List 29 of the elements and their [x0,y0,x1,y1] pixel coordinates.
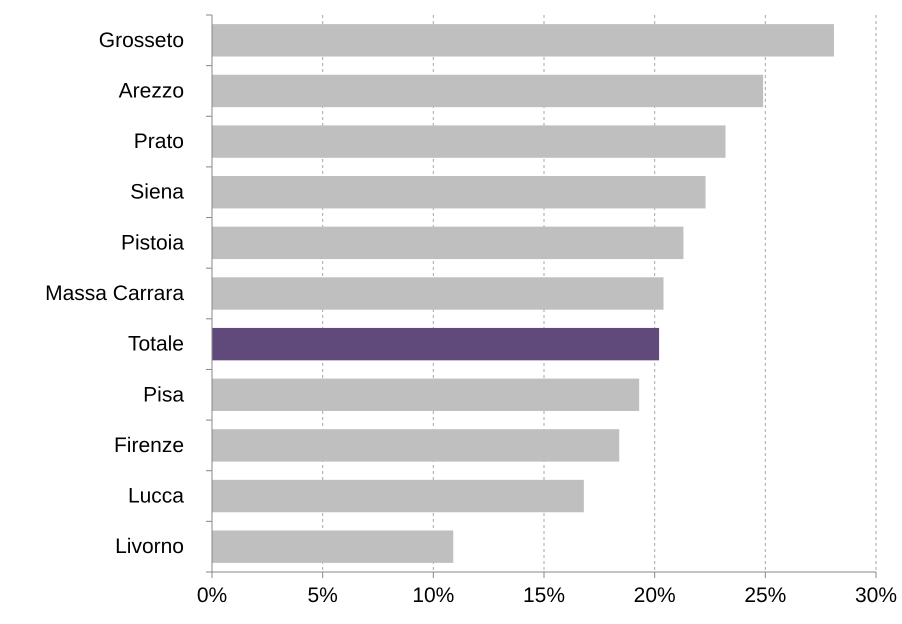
y-tick-label: Prato [134,130,184,154]
bar [212,125,726,158]
y-tick-label: Massa Carrara [45,282,184,305]
bar [212,328,660,360]
y-tick-label: Grosseto [98,28,184,52]
x-tick-label: 20% [634,584,676,607]
y-tick-label: Lucca [128,484,184,508]
bar [212,429,620,462]
x-tick-label: 10% [412,584,454,607]
y-tick-label: Pistoia [120,231,184,254]
y-tick-label: Siena [130,180,184,204]
y-tick-label: Totale [128,332,184,356]
bar [212,277,664,310]
bar [212,480,584,512]
x-tick-label: 5% [307,584,338,607]
bar [212,74,764,108]
x-tick-label: 0% [196,584,228,607]
x-tick-label: 25% [744,584,786,607]
x-tick-label: 30% [854,584,898,607]
bar [212,530,454,563]
bar [212,378,640,411]
bar [212,226,684,260]
y-tick-label: Arezzo [118,79,184,102]
x-tick-label: 15% [522,584,566,607]
y-tick-label: Firenze [114,434,184,457]
bar [212,24,834,57]
y-tick-label: Livorno [115,535,184,558]
bar [212,176,706,208]
y-tick-label: Pisa [143,383,184,406]
